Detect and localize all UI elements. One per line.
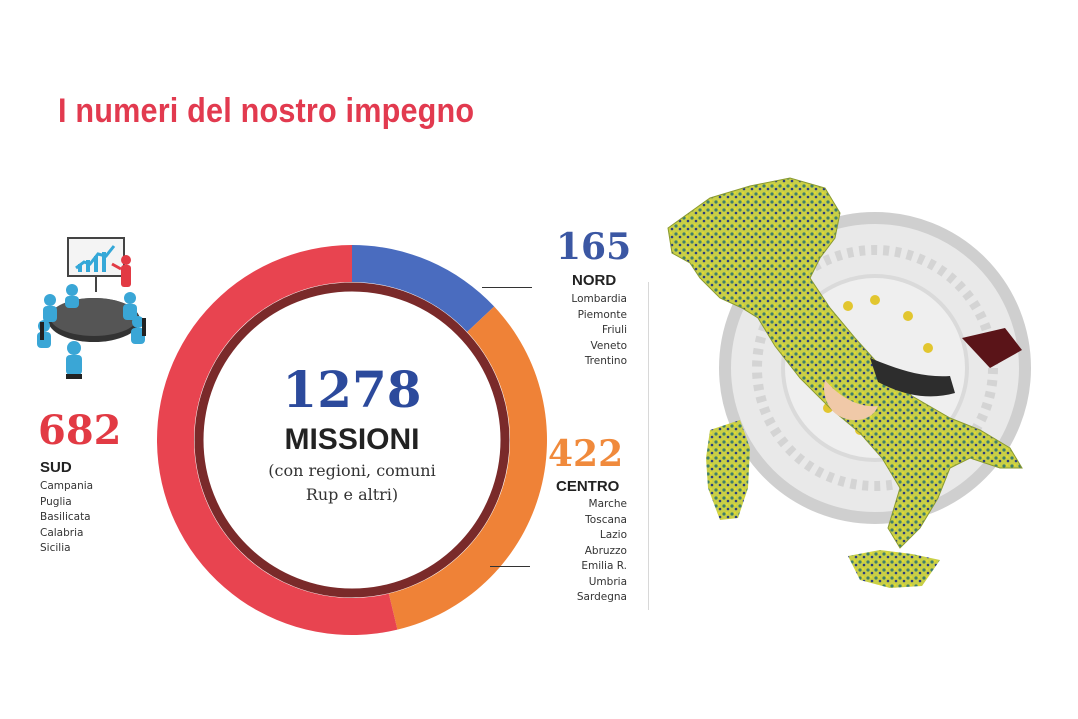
page-title: I numeri del nostro impegno [58,92,475,130]
centro-region: Lazio [599,529,627,541]
italy-map-illustration [667,177,1031,588]
donut-segment-nord [352,245,495,332]
nord-region: Veneto [590,339,627,352]
total-missions-note-line2: Rup e altri) [305,485,399,504]
nord-region: Lombardia [571,293,627,305]
centro-region: Umbria [588,575,627,588]
vertical-divider [648,282,649,610]
nord-region: Trentino [584,355,627,367]
centro-leader-line [490,566,530,567]
meeting-table-presentation-icon [37,237,146,379]
donut-segment-centro [388,306,547,630]
total-missions-note-line1: (con regioni, comuni [268,461,436,480]
total-missions-label: MISSIONI [284,423,420,456]
sud-label: SUD [40,459,72,476]
sud-region: Puglia [40,495,72,508]
donut-center: 1278 MISSIONI (con regioni, comuni Rup e… [222,360,482,506]
centro-region: Abruzzo [584,544,627,557]
sud-value: 682 [38,407,122,454]
donut-inner-ring [194,282,510,598]
sud-region: Calabria [40,526,84,539]
sud-region: Sicilia [40,542,71,554]
centro-value: 422 [548,433,624,475]
nord-region: Friuli [602,324,627,336]
nord-region: Piemonte [577,308,627,321]
centro-region: Marche [588,498,627,510]
nord-leader-line [482,287,532,288]
nord-regions-list: Lombardia Piemonte Friuli Veneto Trentin… [571,292,627,370]
centro-region: Sardegna [576,591,627,603]
centro-region: Emilia R. [581,560,627,572]
sud-regions-list: Campania Puglia Basilicata Calabria Sici… [40,479,93,557]
donut-segment-sud [157,245,398,635]
nord-value: 165 [556,226,632,268]
centro-regions-list: Marche Toscana Lazio Abruzzo Emilia R. U… [577,497,627,606]
centro-label: CENTRO [556,478,620,495]
sud-region: Basilicata [40,511,91,523]
nord-label: NORD [572,272,617,289]
sud-region: Campania [40,480,94,492]
centro-region: Toscana [585,513,627,526]
total-missions-value: 1278 [282,360,422,419]
